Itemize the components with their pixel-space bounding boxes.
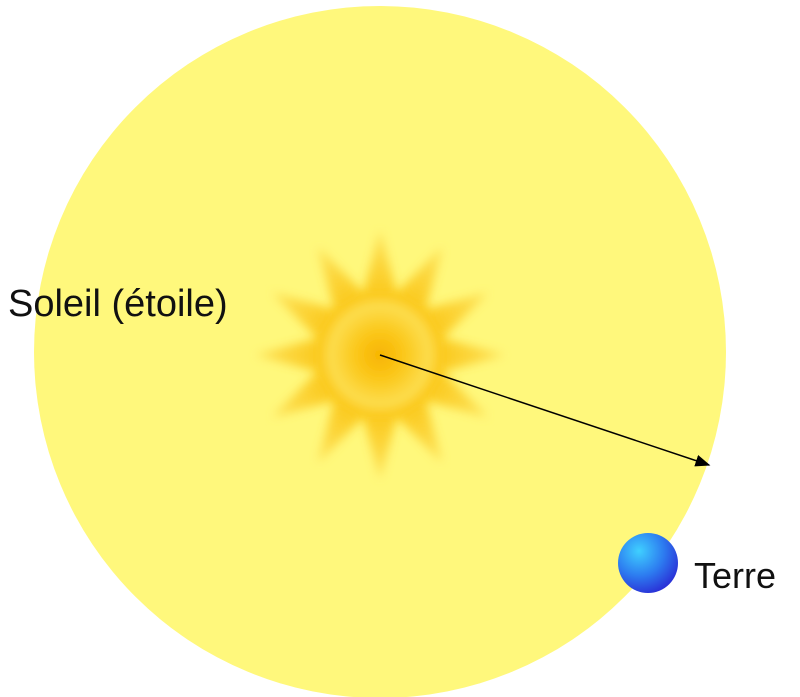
earth-label: Terre [694,555,776,596]
sun-label: Soleil (étoile) [8,283,228,325]
earth [618,533,678,593]
orbit-radius-arrow [379,354,711,467]
